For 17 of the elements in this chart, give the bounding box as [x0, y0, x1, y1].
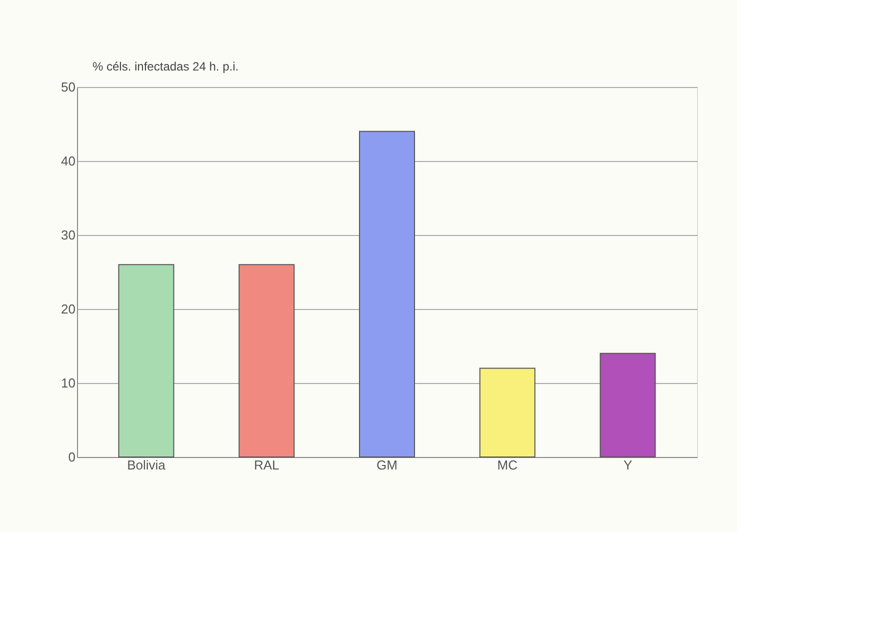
bar	[479, 368, 536, 458]
x-tick-label: Bolivia	[127, 458, 166, 472]
y-tick-label: 0	[68, 450, 76, 464]
y-tick-label: 30	[61, 228, 76, 242]
bar	[359, 130, 415, 458]
x-tick-label: MC	[497, 458, 518, 472]
bar	[238, 264, 295, 458]
y-tick-label: 20	[61, 302, 76, 316]
bar	[600, 352, 656, 458]
x-tick-label: RAL	[254, 458, 280, 472]
y-tick-label: 40	[61, 154, 76, 168]
y-axis-title: % céls. infectadas 24 h. p.i.	[92, 60, 239, 74]
y-tick-label: 50	[61, 80, 76, 94]
bar	[118, 264, 174, 458]
x-tick-label: Y	[623, 458, 632, 472]
y-tick-label: 10	[61, 376, 76, 390]
x-tick-label: GM	[376, 458, 398, 472]
